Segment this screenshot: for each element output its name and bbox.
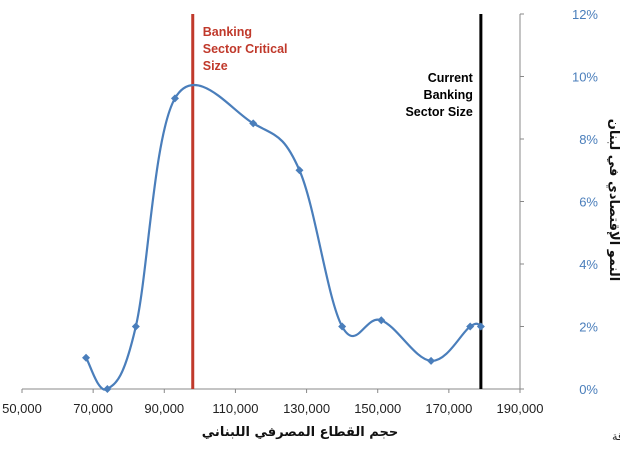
y-tick-label: 4% bbox=[579, 257, 598, 272]
data-point bbox=[338, 322, 347, 331]
reference-line-label: Sector Size bbox=[405, 105, 472, 119]
data-point bbox=[103, 385, 112, 393]
x-tick-label: 130,000 bbox=[283, 401, 330, 416]
author-credit: د. جاسم عجاقة bbox=[612, 430, 620, 443]
reference-line-label: Banking bbox=[203, 25, 252, 39]
y-tick-label: 2% bbox=[579, 320, 598, 335]
x-tick-label: 70,000 bbox=[73, 401, 113, 416]
y-axis-title: النمو الإقتصادي في لبنان bbox=[606, 119, 620, 281]
reference-line-label: Size bbox=[203, 59, 228, 73]
x-tick-labels: 50,000 70,000 90,000 110,000 130,000 150,000 1… bbox=[2, 389, 544, 416]
x-tick-label: 170,000 bbox=[425, 401, 472, 416]
reference-line-label: Current bbox=[428, 71, 474, 85]
data-point bbox=[131, 322, 140, 331]
data-point bbox=[377, 316, 386, 325]
data-point bbox=[476, 322, 485, 331]
data-point bbox=[466, 322, 475, 331]
x-tick-label: 150,000 bbox=[354, 401, 401, 416]
y-tick-label: 8% bbox=[579, 132, 598, 147]
reference-line-label: Banking bbox=[424, 88, 473, 102]
data-point bbox=[249, 119, 258, 128]
x-tick-label: 190,000 bbox=[497, 401, 544, 416]
data-point bbox=[82, 353, 91, 362]
series-line bbox=[85, 83, 482, 391]
series bbox=[82, 83, 485, 393]
y-tick-labels: 0% 2% 4% 6% 8% 10% 12% bbox=[520, 7, 598, 397]
data-point bbox=[427, 356, 436, 365]
x-tick-label: 50,000 bbox=[2, 401, 42, 416]
data-point bbox=[295, 166, 304, 175]
y-tick-label: 0% bbox=[579, 382, 598, 397]
y-tick-label: 10% bbox=[572, 70, 598, 85]
y-tick-label: 12% bbox=[572, 7, 598, 22]
reference-line-label: Sector Critical bbox=[203, 42, 288, 56]
data-point bbox=[170, 94, 179, 103]
x-tick-label: 90,000 bbox=[144, 401, 184, 416]
reference-lines: Banking Sector Critical Size Current Banking… bbox=[191, 14, 483, 389]
x-tick-label: 110,000 bbox=[212, 401, 258, 416]
x-axis-title: حجم القطاع المصرفي اللبناني bbox=[202, 425, 398, 440]
y-tick-label: 6% bbox=[579, 195, 598, 210]
